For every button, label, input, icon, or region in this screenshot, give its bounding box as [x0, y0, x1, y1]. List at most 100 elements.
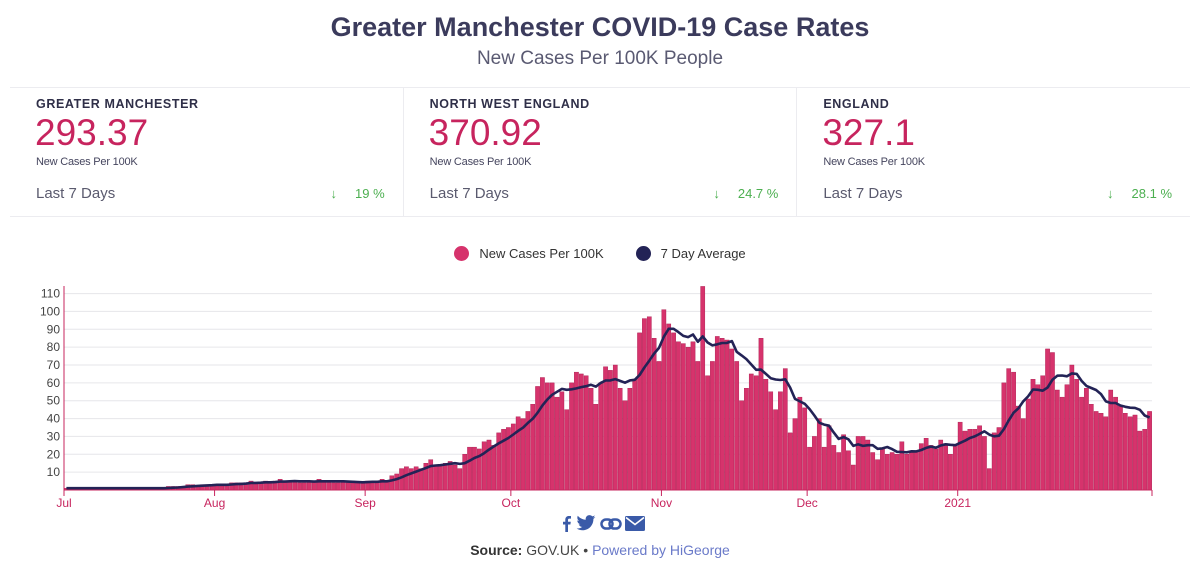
source-label: Source: [470, 542, 523, 558]
bar [1103, 416, 1109, 491]
bar [1059, 396, 1065, 491]
bar [336, 482, 341, 491]
bar [593, 404, 599, 491]
bar [1088, 404, 1094, 491]
bar [297, 482, 302, 491]
bar [841, 434, 846, 491]
facebook-icon[interactable] [560, 515, 572, 537]
bar [923, 438, 929, 491]
stat-name: NORTH WEST ENGLAND [429, 97, 590, 111]
bar [428, 459, 434, 491]
bar [1045, 348, 1050, 491]
bar [812, 436, 817, 491]
bar [1127, 416, 1133, 491]
stat-value: 370.92 [428, 112, 542, 153]
bar [676, 341, 681, 491]
y-tick-label: 70 [47, 358, 61, 372]
bar [646, 316, 652, 491]
bar [768, 391, 774, 491]
bar [603, 366, 608, 491]
bar [782, 368, 788, 491]
bar [452, 464, 458, 491]
legend-item-new-cases[interactable]: New Cases Per 100K [454, 246, 604, 261]
bar [1006, 368, 1012, 491]
stat-name: GREATER MANCHESTER [36, 97, 199, 111]
bar [627, 388, 633, 491]
bar [797, 396, 803, 491]
bar [578, 373, 584, 491]
source-name[interactable]: GOV.UK [526, 542, 580, 558]
y-tick-label: 10 [47, 465, 61, 479]
y-tick-label: 90 [47, 322, 61, 336]
bar [714, 336, 720, 491]
bar [773, 409, 778, 491]
series-line-7-day-average [66, 327, 1151, 490]
bar [588, 388, 594, 491]
bar [637, 332, 642, 491]
bar [695, 361, 701, 491]
bar [389, 475, 395, 491]
bar [952, 445, 958, 491]
x-tick-label: Nov [651, 496, 672, 510]
bar [345, 482, 351, 491]
bar [515, 416, 521, 491]
bar [1132, 414, 1138, 491]
bar [1064, 384, 1070, 491]
bar [831, 445, 837, 491]
y-tick-label: 100 [40, 304, 60, 318]
bar [700, 286, 706, 491]
bar [651, 338, 657, 491]
email-icon[interactable] [625, 516, 645, 536]
bar [710, 361, 715, 491]
link-icon[interactable] [600, 517, 622, 536]
bar [928, 445, 934, 491]
twitter-icon[interactable] [575, 515, 597, 537]
bar [598, 382, 604, 491]
y-tick-label: 30 [47, 429, 61, 443]
arrow-down-icon: ↓ [713, 186, 720, 201]
bar [719, 338, 725, 491]
stat-change-value: 24.7 % [737, 186, 779, 201]
bar [1074, 379, 1080, 491]
legend-item-7-day-average[interactable]: 7 Day Average [635, 246, 746, 261]
bar [1113, 396, 1118, 491]
arrow-down-icon: ↓ [330, 186, 338, 201]
bar [302, 482, 307, 491]
bar [739, 400, 744, 491]
bar [608, 370, 613, 491]
bar [889, 452, 895, 491]
bar [884, 454, 890, 491]
powered-by-link[interactable]: Powered by HiGeorge [592, 542, 730, 558]
bar [394, 473, 400, 491]
bar [564, 409, 570, 491]
bar [457, 468, 463, 491]
bar [617, 388, 623, 491]
bar [894, 454, 900, 491]
bar [680, 343, 686, 491]
bar [763, 379, 769, 491]
bar [816, 418, 822, 491]
y-tick-label: 40 [47, 412, 61, 426]
bar [1118, 405, 1123, 491]
bar [690, 341, 696, 491]
stat-change: ↓ 19 % [331, 186, 385, 201]
bar [826, 425, 832, 491]
bar [734, 361, 740, 491]
bar [612, 364, 618, 491]
bar [729, 348, 735, 491]
x-tick-label: Aug [204, 496, 225, 510]
stat-card-england: ENGLAND 327.1 New Cases Per 100K Last 7 … [797, 88, 1190, 216]
stat-value: 327.1 [822, 112, 915, 153]
stat-value: 293.37 [35, 112, 149, 153]
x-tick-label: Oct [502, 496, 521, 510]
stat-unit: New Cases Per 100K [36, 156, 138, 168]
bar [982, 436, 987, 491]
bar [875, 459, 880, 491]
legend-label: 7 Day Average [660, 246, 746, 261]
bar [724, 339, 730, 491]
stat-change: ↓ 24.7 % [713, 186, 778, 201]
bar [836, 452, 842, 491]
bar [1054, 389, 1060, 491]
y-tick-label: 50 [47, 394, 61, 408]
bar [880, 448, 885, 491]
